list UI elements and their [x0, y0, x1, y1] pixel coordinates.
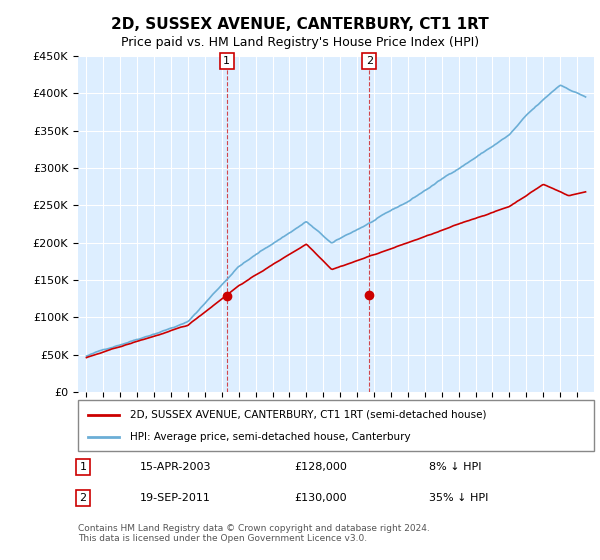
Text: 15-APR-2003: 15-APR-2003 — [140, 462, 211, 472]
FancyBboxPatch shape — [78, 400, 594, 451]
Text: 2: 2 — [80, 493, 87, 503]
Text: £128,000: £128,000 — [295, 462, 347, 472]
Text: 1: 1 — [80, 462, 86, 472]
Text: 2D, SUSSEX AVENUE, CANTERBURY, CT1 1RT (semi-detached house): 2D, SUSSEX AVENUE, CANTERBURY, CT1 1RT (… — [130, 409, 486, 419]
Text: £130,000: £130,000 — [295, 493, 347, 503]
Text: 2: 2 — [366, 56, 373, 66]
Text: Price paid vs. HM Land Registry's House Price Index (HPI): Price paid vs. HM Land Registry's House … — [121, 36, 479, 49]
Text: 8% ↓ HPI: 8% ↓ HPI — [429, 462, 481, 472]
Text: Contains HM Land Registry data © Crown copyright and database right 2024.
This d: Contains HM Land Registry data © Crown c… — [78, 524, 430, 543]
Text: HPI: Average price, semi-detached house, Canterbury: HPI: Average price, semi-detached house,… — [130, 432, 410, 442]
Text: 19-SEP-2011: 19-SEP-2011 — [140, 493, 211, 503]
Text: 35% ↓ HPI: 35% ↓ HPI — [429, 493, 488, 503]
Text: 1: 1 — [223, 56, 230, 66]
Text: 2D, SUSSEX AVENUE, CANTERBURY, CT1 1RT: 2D, SUSSEX AVENUE, CANTERBURY, CT1 1RT — [111, 17, 489, 32]
